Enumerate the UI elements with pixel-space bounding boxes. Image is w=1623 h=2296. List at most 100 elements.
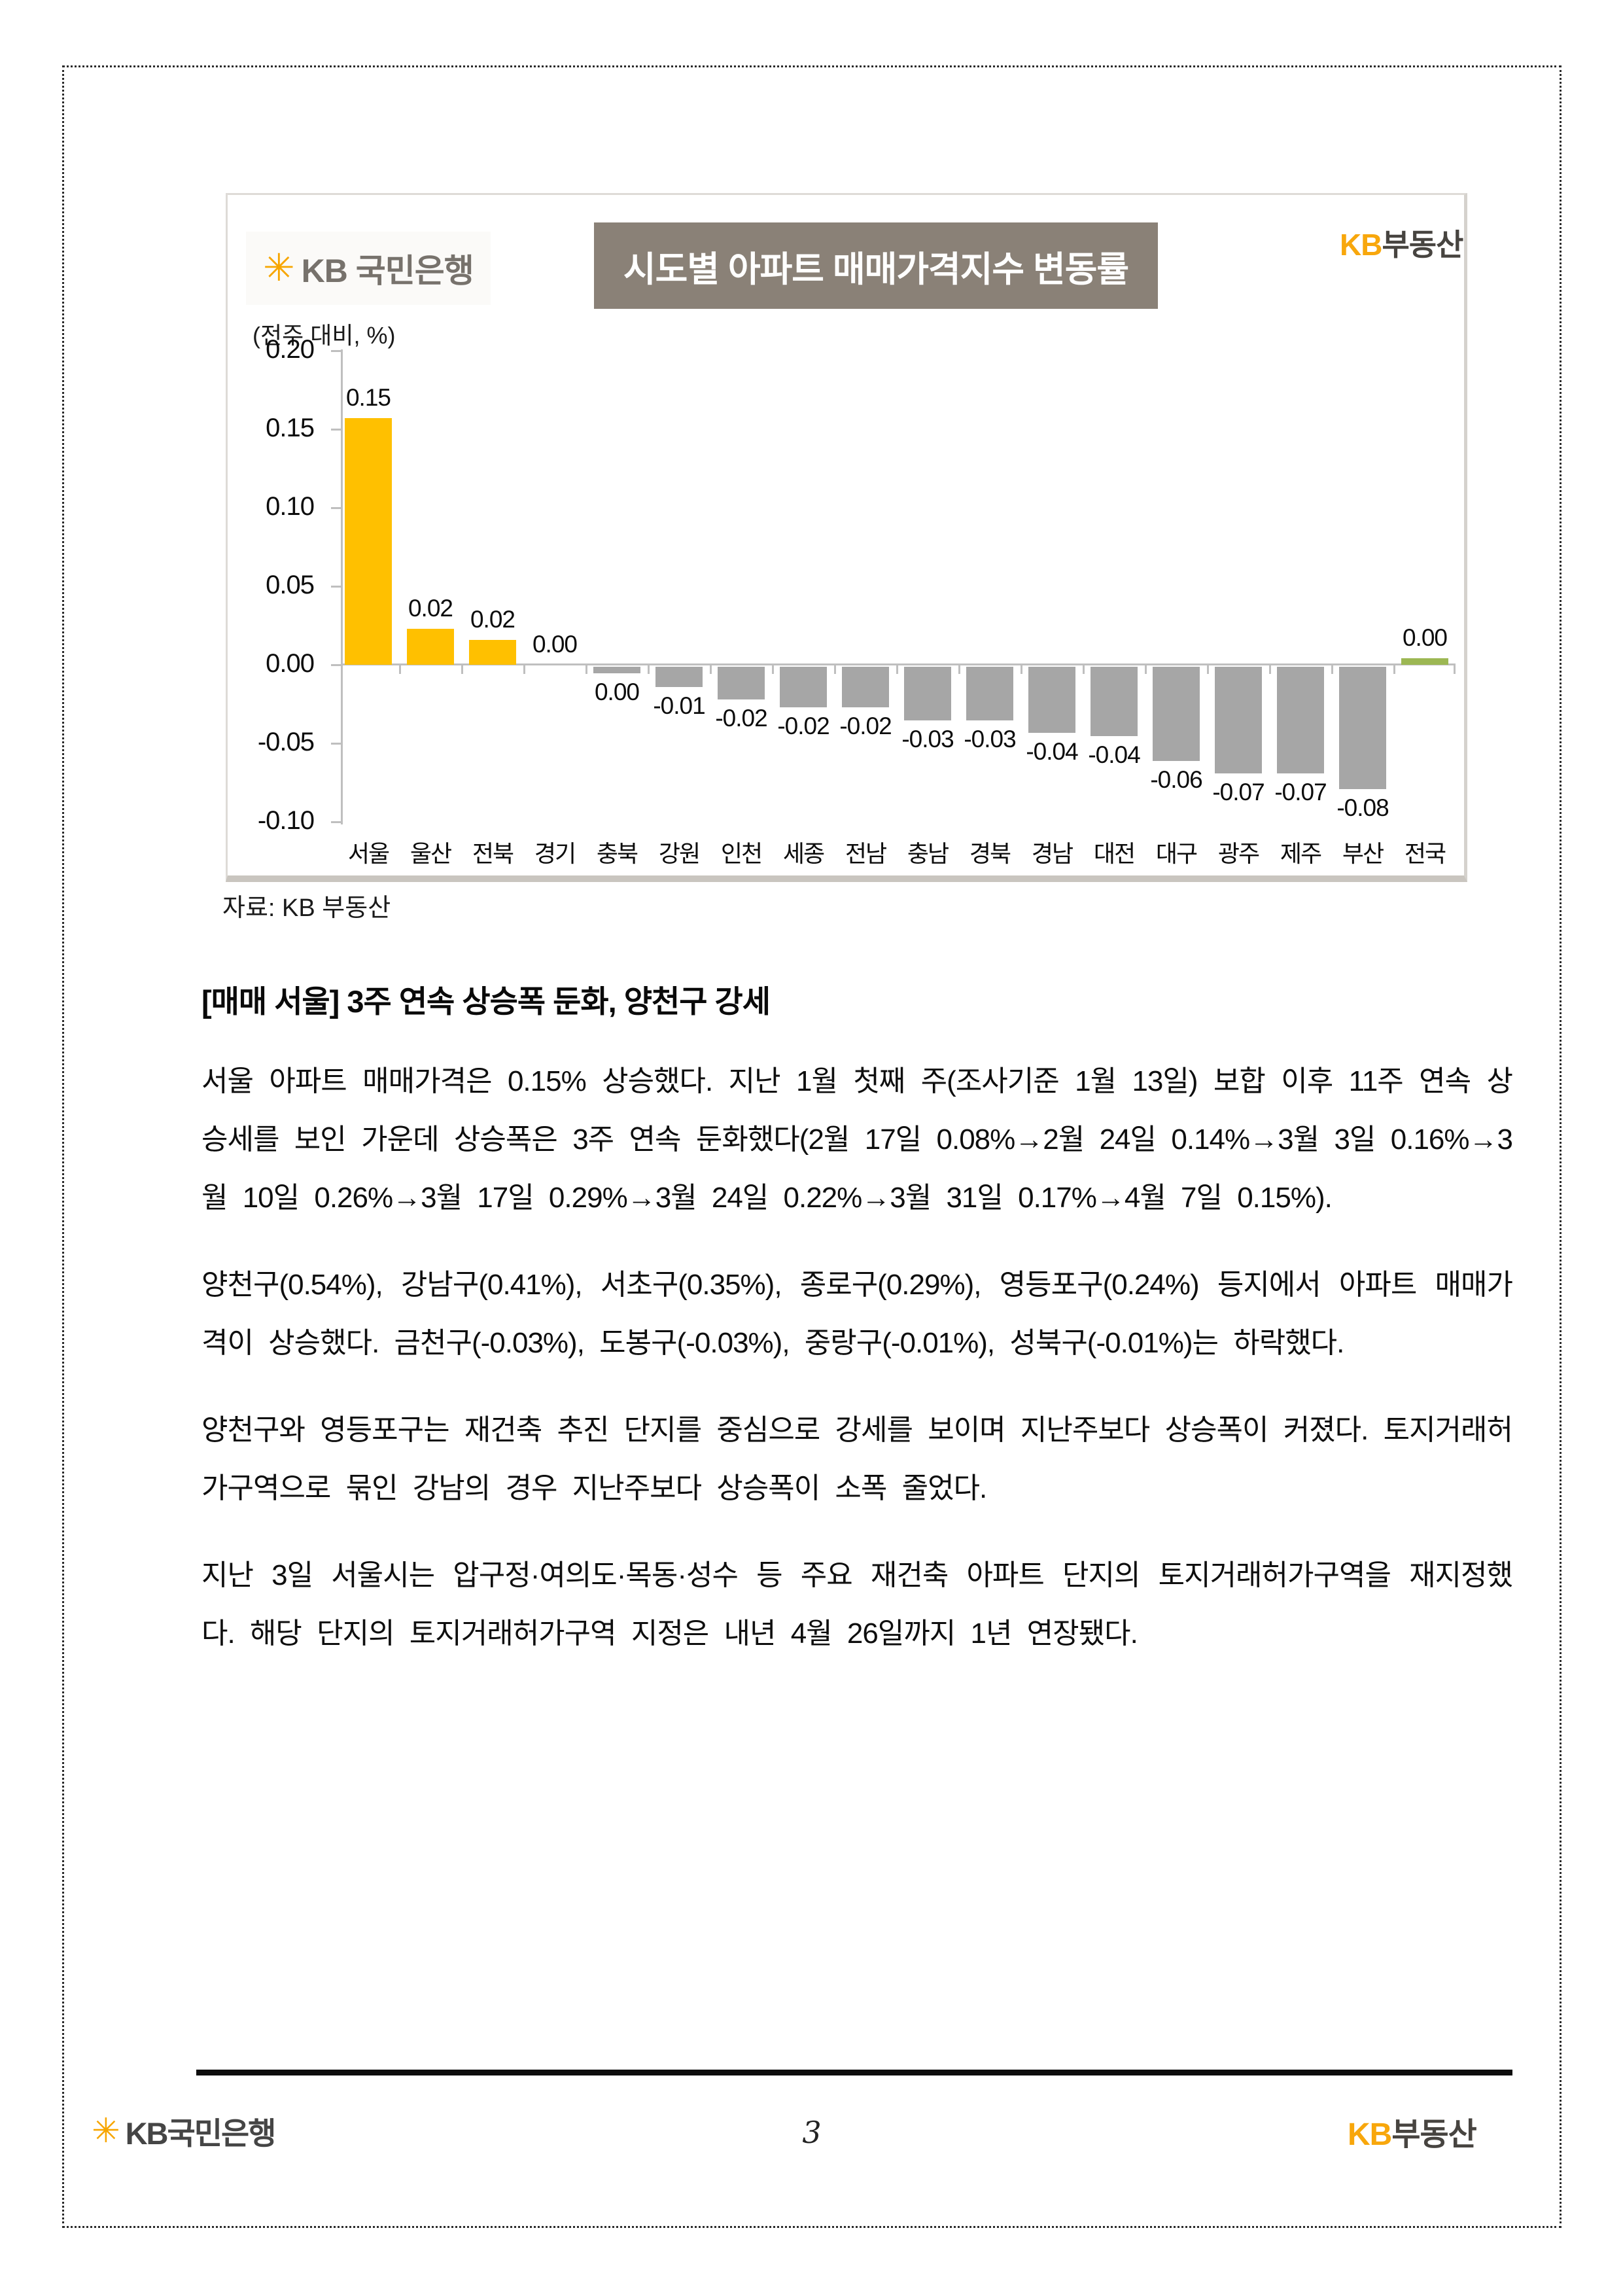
y-axis-line xyxy=(341,349,343,824)
bar-전국 xyxy=(1401,658,1448,665)
x-axis-label: 전북 xyxy=(472,840,514,867)
x-axis-label: 충남 xyxy=(907,840,949,867)
bar-경북 xyxy=(966,667,1013,720)
kb-logo-text: KB 국민은행 xyxy=(301,253,474,289)
x-axis-label: 울산 xyxy=(410,840,452,867)
bar-value-label: 0.02 xyxy=(408,595,453,622)
bar-부산 xyxy=(1339,667,1386,789)
x-axis-tick xyxy=(1206,665,1209,674)
article-paragraph-1: 서울 아파트 매매가격은 0.15% 상승했다. 지난 1월 첫째 주(조사기준… xyxy=(201,1065,1513,1214)
kb-real-estate-logo-kb: KB xyxy=(1348,2117,1392,2152)
x-axis-tick xyxy=(1082,665,1085,674)
chart-source-note: 자료: KB 부동산 xyxy=(222,894,391,922)
article-paragraph-3: 양천구와 영등포구는 재건축 추진 단지를 중심으로 강세를 보이며 지난주보다… xyxy=(201,1414,1513,1504)
x-axis-tick xyxy=(771,665,774,674)
article-body: 서울 아파트 매매가격은 0.15% 상승했다. 지난 1월 첫째 주(조사기준… xyxy=(201,1052,1513,1691)
y-axis-tick xyxy=(331,586,341,588)
x-axis-label: 대구 xyxy=(1155,840,1198,867)
bar-전남 xyxy=(842,667,889,707)
x-axis-label: 강원 xyxy=(658,840,701,867)
y-axis-tick xyxy=(331,350,341,352)
bar-제주 xyxy=(1277,667,1324,773)
y-axis-tick xyxy=(331,429,341,431)
x-axis-tick xyxy=(1144,665,1147,674)
y-axis-tick xyxy=(331,821,341,823)
axis-unit-label: (전주 대비, %) xyxy=(253,322,396,349)
kb-real-estate-logo-name: 부동산 xyxy=(1382,228,1463,262)
bar-value-label: 0.00 xyxy=(1402,624,1448,651)
bar-대전 xyxy=(1091,667,1138,736)
x-axis-label: 서울 xyxy=(347,840,390,867)
bar-value-label: 0.00 xyxy=(532,631,578,658)
x-axis-tick xyxy=(833,665,836,674)
footer-divider-line xyxy=(196,2070,1512,2075)
x-axis-line xyxy=(341,663,1456,665)
bar-대구 xyxy=(1153,667,1200,761)
x-axis-label: 부산 xyxy=(1342,840,1384,867)
x-axis-label: 광주 xyxy=(1217,840,1260,867)
x-axis-label: 제주 xyxy=(1280,840,1322,867)
bar-인천 xyxy=(718,667,765,699)
bar-value-label: -0.07 xyxy=(1212,779,1265,805)
y-axis-tick-label: -0.05 xyxy=(257,728,315,756)
x-axis-tick xyxy=(958,665,960,674)
kb-kookmin-bank-logo: ✳ KB 국민은행 xyxy=(246,232,491,305)
x-axis-tick xyxy=(647,665,650,674)
y-axis-tick xyxy=(331,743,341,745)
article-paragraph-2: 양천구(0.54%), 강남구(0.41%), 서초구(0.35%), 종로구(… xyxy=(201,1269,1513,1359)
bar-value-label: 0.02 xyxy=(470,606,515,633)
bar-강원 xyxy=(655,667,703,687)
bar-value-label: -0.07 xyxy=(1274,779,1327,805)
bar-광주 xyxy=(1215,667,1262,773)
y-axis-tick xyxy=(331,664,341,666)
bar-value-label: -0.03 xyxy=(964,726,1016,752)
article-heading: [매매 서울] 3주 연속 상승폭 둔화, 양천구 강세 xyxy=(201,984,771,1019)
bar-value-label: -0.01 xyxy=(653,692,705,719)
y-axis-tick-label: -0.10 xyxy=(257,806,315,835)
footer-kb-real-estate-logo: KB부동산 xyxy=(1348,2108,1477,2154)
x-axis-label: 전국 xyxy=(1404,840,1446,867)
footer-kb-logo-text: KB국민은행 xyxy=(125,2116,277,2151)
bar-value-label: -0.02 xyxy=(777,713,829,739)
page-number: 3 xyxy=(802,2115,822,2150)
kb-real-estate-logo: KB부동산 xyxy=(1340,221,1463,264)
bar-value-label: 0.00 xyxy=(594,679,640,705)
bar-value-label: -0.03 xyxy=(901,726,954,752)
y-axis-tick-label: 0.00 xyxy=(266,649,315,678)
x-axis-label: 세종 xyxy=(782,840,825,867)
x-axis-tick xyxy=(1331,665,1333,674)
bar-value-label: -0.04 xyxy=(1026,738,1078,765)
x-axis-label: 충북 xyxy=(596,840,638,867)
x-axis-tick xyxy=(1393,665,1395,674)
chart-box: ✳ KB 국민은행 시도별 아파트 매매가격지수 변동률 KB부동산 (전주 대… xyxy=(226,193,1467,882)
kb-real-estate-logo-kb: KB xyxy=(1340,228,1382,262)
x-axis-label: 경북 xyxy=(969,840,1011,867)
bar-value-label: -0.06 xyxy=(1150,766,1202,793)
x-axis-tick xyxy=(585,665,587,674)
x-axis-label: 인천 xyxy=(720,840,763,867)
kb-star-icon: ✳ xyxy=(263,247,295,289)
x-axis-label: 경기 xyxy=(534,840,576,867)
x-axis-tick xyxy=(1454,665,1456,674)
x-axis-tick xyxy=(398,665,401,674)
y-axis-tick-label: 0.05 xyxy=(266,571,315,599)
bar-value-label: -0.02 xyxy=(715,705,767,732)
y-axis-tick-label: 0.20 xyxy=(266,335,315,364)
bar-울산 xyxy=(407,629,454,665)
bar-충북 xyxy=(593,667,640,673)
x-axis-tick xyxy=(461,665,463,674)
bar-세종 xyxy=(780,667,827,707)
bar-value-label: 0.15 xyxy=(345,384,391,411)
x-axis-tick xyxy=(1268,665,1271,674)
footer-kb-kookmin-bank-logo: ✳ KB국민은행 xyxy=(92,2108,277,2153)
y-axis-tick xyxy=(331,507,341,509)
x-axis-tick xyxy=(709,665,712,674)
x-axis-tick xyxy=(1020,665,1022,674)
kb-real-estate-logo-name: 부동산 xyxy=(1391,2117,1476,2152)
bar-value-label: -0.08 xyxy=(1336,794,1389,821)
x-axis-label: 대전 xyxy=(1093,840,1136,867)
bar-서울 xyxy=(345,418,392,665)
y-axis-tick-label: 0.15 xyxy=(266,414,315,442)
kb-star-icon: ✳ xyxy=(92,2111,120,2150)
x-axis-label: 전남 xyxy=(845,840,887,867)
